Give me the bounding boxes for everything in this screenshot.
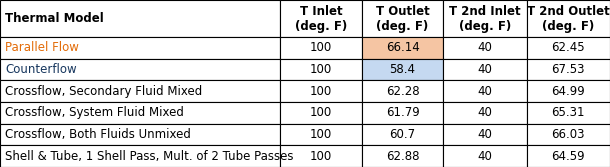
Text: Crossflow, Both Fluids Unmixed: Crossflow, Both Fluids Unmixed bbox=[5, 128, 191, 141]
Bar bbox=[280, 145, 362, 167]
Bar bbox=[527, 145, 610, 167]
Bar bbox=[280, 37, 362, 59]
Text: 100: 100 bbox=[310, 128, 332, 141]
Text: Crossflow, System Fluid Mixed: Crossflow, System Fluid Mixed bbox=[5, 106, 184, 119]
Bar bbox=[527, 124, 610, 145]
Bar bbox=[443, 0, 526, 37]
Bar bbox=[0, 124, 280, 145]
Bar bbox=[0, 0, 280, 37]
Text: 60.7: 60.7 bbox=[390, 128, 415, 141]
Text: 66.14: 66.14 bbox=[386, 41, 420, 54]
Bar bbox=[443, 59, 526, 80]
Bar bbox=[0, 59, 280, 80]
Bar bbox=[443, 37, 526, 59]
Text: 100: 100 bbox=[310, 63, 332, 76]
Bar bbox=[0, 80, 280, 102]
Text: (deg. F): (deg. F) bbox=[542, 20, 595, 33]
Bar bbox=[362, 102, 443, 124]
Text: 100: 100 bbox=[310, 150, 332, 163]
Bar bbox=[443, 102, 526, 124]
Text: 58.4: 58.4 bbox=[390, 63, 415, 76]
Bar bbox=[527, 59, 610, 80]
Bar bbox=[280, 102, 362, 124]
Text: T 2nd Outlet: T 2nd Outlet bbox=[527, 5, 610, 18]
Bar bbox=[0, 102, 280, 124]
Bar bbox=[443, 80, 526, 102]
Text: 67.53: 67.53 bbox=[551, 63, 585, 76]
Text: (deg. F): (deg. F) bbox=[295, 20, 347, 33]
Text: 64.99: 64.99 bbox=[551, 85, 585, 98]
Bar bbox=[280, 0, 362, 37]
Text: T 2nd Inlet: T 2nd Inlet bbox=[450, 5, 521, 18]
Text: 40: 40 bbox=[478, 150, 492, 163]
Text: 62.28: 62.28 bbox=[386, 85, 420, 98]
Text: Parallel Flow: Parallel Flow bbox=[5, 41, 79, 54]
Text: 100: 100 bbox=[310, 85, 332, 98]
Text: T Outlet: T Outlet bbox=[376, 5, 429, 18]
Bar bbox=[362, 80, 443, 102]
Bar bbox=[280, 80, 362, 102]
Bar bbox=[280, 59, 362, 80]
Text: 61.79: 61.79 bbox=[386, 106, 420, 119]
Text: 100: 100 bbox=[310, 41, 332, 54]
Bar bbox=[527, 0, 610, 37]
Text: 40: 40 bbox=[478, 41, 492, 54]
Bar bbox=[362, 145, 443, 167]
Bar bbox=[280, 124, 362, 145]
Text: T Inlet: T Inlet bbox=[300, 5, 342, 18]
Bar bbox=[0, 145, 280, 167]
Bar bbox=[527, 80, 610, 102]
Bar bbox=[362, 59, 443, 80]
Bar bbox=[362, 0, 443, 37]
Bar bbox=[0, 37, 280, 59]
Text: 65.31: 65.31 bbox=[551, 106, 585, 119]
Text: 100: 100 bbox=[310, 106, 332, 119]
Text: 66.03: 66.03 bbox=[551, 128, 585, 141]
Text: 40: 40 bbox=[478, 106, 492, 119]
Text: 40: 40 bbox=[478, 63, 492, 76]
Bar bbox=[362, 124, 443, 145]
Text: 62.45: 62.45 bbox=[551, 41, 585, 54]
Text: Thermal Model: Thermal Model bbox=[5, 12, 104, 25]
Bar bbox=[527, 37, 610, 59]
Text: 64.59: 64.59 bbox=[551, 150, 585, 163]
Bar bbox=[362, 37, 443, 59]
Text: Crossflow, Secondary Fluid Mixed: Crossflow, Secondary Fluid Mixed bbox=[5, 85, 202, 98]
Text: (deg. F): (deg. F) bbox=[459, 20, 511, 33]
Bar bbox=[443, 124, 526, 145]
Text: 40: 40 bbox=[478, 128, 492, 141]
Text: 62.88: 62.88 bbox=[386, 150, 419, 163]
Text: (deg. F): (deg. F) bbox=[376, 20, 429, 33]
Text: Counterflow: Counterflow bbox=[5, 63, 76, 76]
Text: Shell & Tube, 1 Shell Pass, Mult. of 2 Tube Passes: Shell & Tube, 1 Shell Pass, Mult. of 2 T… bbox=[5, 150, 293, 163]
Text: 40: 40 bbox=[478, 85, 492, 98]
Bar bbox=[527, 102, 610, 124]
Bar bbox=[443, 145, 526, 167]
